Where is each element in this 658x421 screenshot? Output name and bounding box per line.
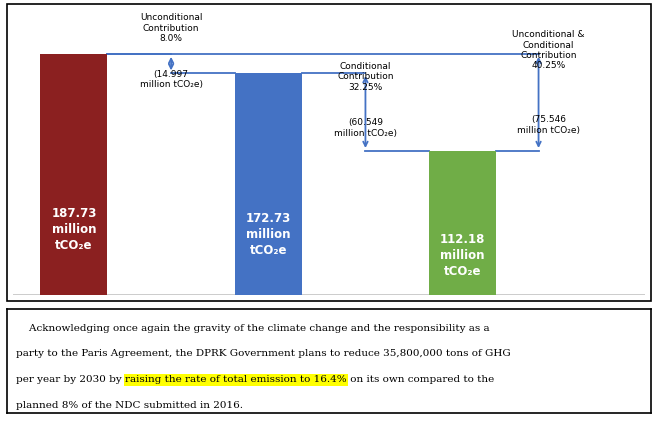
- Text: (75.546
million tCO₂e): (75.546 million tCO₂e): [517, 115, 580, 135]
- Text: party to the Paris Agreement, the DPRK Government plans to reduce 35,800,000 ton: party to the Paris Agreement, the DPRK G…: [16, 349, 511, 358]
- Text: Pre-INDC Emissions
in 2030: Pre-INDC Emissions in 2030: [28, 323, 120, 342]
- Bar: [41, 54, 107, 295]
- Text: per year by 2030 by: per year by 2030 by: [16, 375, 125, 384]
- Text: planned 8% of the NDC submitted in 2016.: planned 8% of the NDC submitted in 2016.: [16, 401, 243, 410]
- Text: (60.549
million tCO₂e): (60.549 million tCO₂e): [334, 118, 397, 138]
- Text: 112.18
million
tCO₂e: 112.18 million tCO₂e: [440, 233, 486, 278]
- Text: on its own compared to the: on its own compared to the: [347, 375, 494, 384]
- Text: (14.997
million tCO₂e): (14.997 million tCO₂e): [139, 70, 203, 89]
- Text: Acknowledging once again the gravity of the climate change and the responsibilit: Acknowledging once again the gravity of …: [16, 323, 490, 333]
- Text: National Emissions with the
Unconditional Contributions in
2030: National Emissions with the Unconditiona…: [196, 323, 340, 353]
- Text: Unconditional
Contribution
8.0%: Unconditional Contribution 8.0%: [140, 13, 202, 43]
- Text: 187.73
million
tCO₂e: 187.73 million tCO₂e: [51, 207, 97, 252]
- Text: raising the rate of total emission to 16.4%: raising the rate of total emission to 16…: [125, 375, 347, 384]
- Text: Unconditional &
Conditional
Contribution
40.25%: Unconditional & Conditional Contribution…: [512, 30, 584, 70]
- Text: 172.73
million
tCO₂e: 172.73 million tCO₂e: [245, 213, 291, 257]
- Text: Conditional
Contribution
32.25%: Conditional Contribution 32.25%: [337, 62, 393, 91]
- Bar: [235, 73, 301, 295]
- Bar: [429, 151, 496, 295]
- Text: National Emissions with the
Unconditional & Conditional
Contributions  in 2030: National Emissions with the Unconditiona…: [397, 323, 529, 353]
